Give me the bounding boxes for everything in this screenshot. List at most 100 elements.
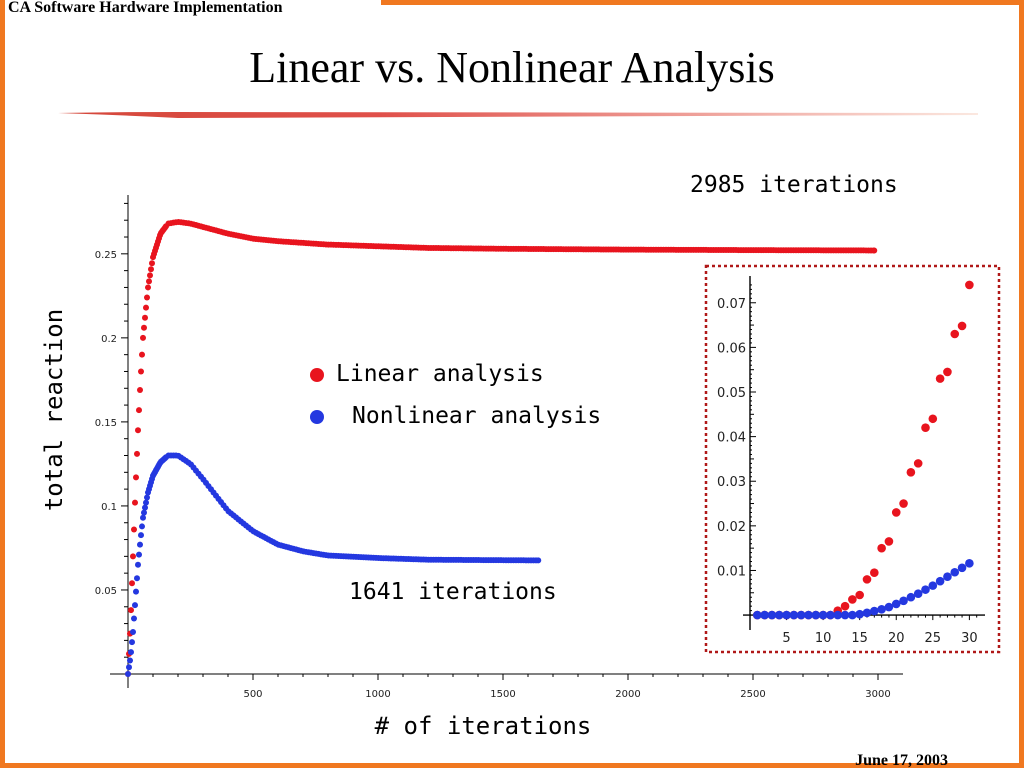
- inset-data-point: [840, 601, 850, 611]
- data-point: [143, 304, 149, 311]
- inset-data-point: [862, 608, 872, 618]
- data-point: [145, 284, 151, 291]
- x-tick-label: 1000: [365, 689, 390, 700]
- inset-data-point: [899, 596, 908, 606]
- slide-date: June 17, 2003: [855, 752, 948, 769]
- inset-y-tick-label: 0.04: [717, 431, 746, 446]
- x-tick-label: 1500: [490, 689, 515, 700]
- inset-series-linear: [753, 280, 974, 620]
- inset-data-point: [796, 610, 806, 620]
- inset-data-point: [921, 585, 930, 594]
- inset-y-tick-label: 0.06: [717, 341, 746, 356]
- inset-data-point: [833, 610, 843, 620]
- data-point: [139, 351, 145, 358]
- inset-data-point: [855, 609, 864, 619]
- inset-data-point: [877, 543, 886, 553]
- data-point: [129, 580, 135, 587]
- inset-data-point: [877, 604, 886, 614]
- data-point: [129, 639, 135, 646]
- inset-y-tick-label: 0.02: [717, 520, 746, 535]
- inset-data-point: [935, 576, 945, 586]
- x-tick-label: 3000: [865, 689, 890, 700]
- data-point: [137, 541, 143, 548]
- y-tick-label: 0.2: [101, 334, 117, 345]
- slide-bottom-rule: [0, 763, 822, 768]
- data-point: [134, 575, 140, 582]
- inset-data-point: [870, 606, 879, 616]
- data-point: [132, 602, 138, 609]
- inset-y-tick-label: 0.07: [717, 297, 746, 312]
- data-point: [137, 386, 143, 393]
- data-point: [141, 324, 147, 331]
- data-point: [136, 551, 142, 558]
- inset-data-point: [906, 468, 916, 477]
- x-axis-label: # of iterations: [375, 712, 592, 740]
- inset-x-tick-label: 20: [888, 631, 905, 646]
- inset-data-point: [884, 602, 894, 612]
- inset-data-point: [862, 575, 872, 584]
- data-point: [128, 649, 134, 656]
- inset-data-point: [884, 537, 894, 546]
- inset-data-point: [774, 610, 784, 620]
- inset-chart-border: [704, 264, 1001, 654]
- y-tick-label: 0.15: [95, 418, 117, 429]
- inset-data-point: [804, 610, 813, 620]
- inset-x-tick-label: 30: [961, 631, 978, 646]
- data-point: [126, 664, 132, 671]
- legend-marker-linear: [310, 368, 324, 382]
- data-point: [133, 588, 139, 595]
- inset-data-point: [965, 559, 974, 568]
- data-point: [138, 368, 144, 375]
- data-point: [148, 266, 154, 273]
- legend-marker-nonlinear: [310, 410, 324, 424]
- inset-data-point: [782, 610, 791, 620]
- y-tick-label: 0.1: [101, 502, 117, 513]
- data-point: [142, 314, 148, 321]
- inset-data-point: [957, 321, 967, 331]
- inset-data-point: [906, 592, 916, 602]
- series-nonlinear: [125, 452, 542, 677]
- inset-data-point: [957, 563, 967, 573]
- inset-data-point: [913, 459, 923, 468]
- inset-y-tick-label: 0.05: [717, 386, 746, 401]
- data-point: [131, 526, 137, 533]
- inset-data-point: [767, 610, 777, 620]
- data-point: [135, 427, 141, 434]
- series-linear: [125, 218, 878, 677]
- y-tick-label: 0.25: [95, 250, 117, 261]
- inset-data-point: [899, 499, 908, 508]
- data-point: [535, 557, 542, 564]
- inset-data-point: [870, 568, 879, 577]
- inset-data-point: [826, 610, 835, 620]
- slide-title: Linear vs. Nonlinear Analysis: [249, 43, 775, 92]
- legend-label-linear: Linear analysis: [336, 361, 544, 387]
- data-point: [143, 499, 149, 506]
- data-point: [130, 553, 136, 560]
- data-point: [140, 334, 146, 341]
- inset-data-point: [943, 367, 952, 377]
- slide-bottom-rule-right: [960, 763, 1024, 768]
- data-point: [131, 615, 137, 622]
- legend-label-nonlinear: Nonlinear analysis: [352, 403, 601, 429]
- inset-data-point: [753, 610, 762, 620]
- data-point: [138, 532, 144, 539]
- inset-data-point: [921, 423, 930, 432]
- inset-data-point: [928, 581, 938, 590]
- inset-x-tick-label: 15: [851, 631, 868, 646]
- inset-data-point: [848, 610, 857, 620]
- data-point: [149, 260, 155, 267]
- y-tick-label: 0.05: [95, 586, 117, 597]
- title-underline-swoosh: [58, 112, 978, 118]
- data-point: [141, 509, 147, 516]
- inset-data-point: [789, 610, 799, 620]
- inset-data-point: [935, 374, 945, 383]
- inset-y-tick-label: 0.01: [717, 564, 746, 579]
- inset-data-point: [811, 610, 821, 620]
- x-tick-label: 2000: [615, 689, 640, 700]
- data-point: [136, 407, 142, 414]
- data-point: [132, 499, 138, 506]
- inset-y-tick-label: 0.03: [717, 475, 746, 490]
- inset-data-point: [950, 567, 960, 577]
- data-point: [130, 628, 136, 635]
